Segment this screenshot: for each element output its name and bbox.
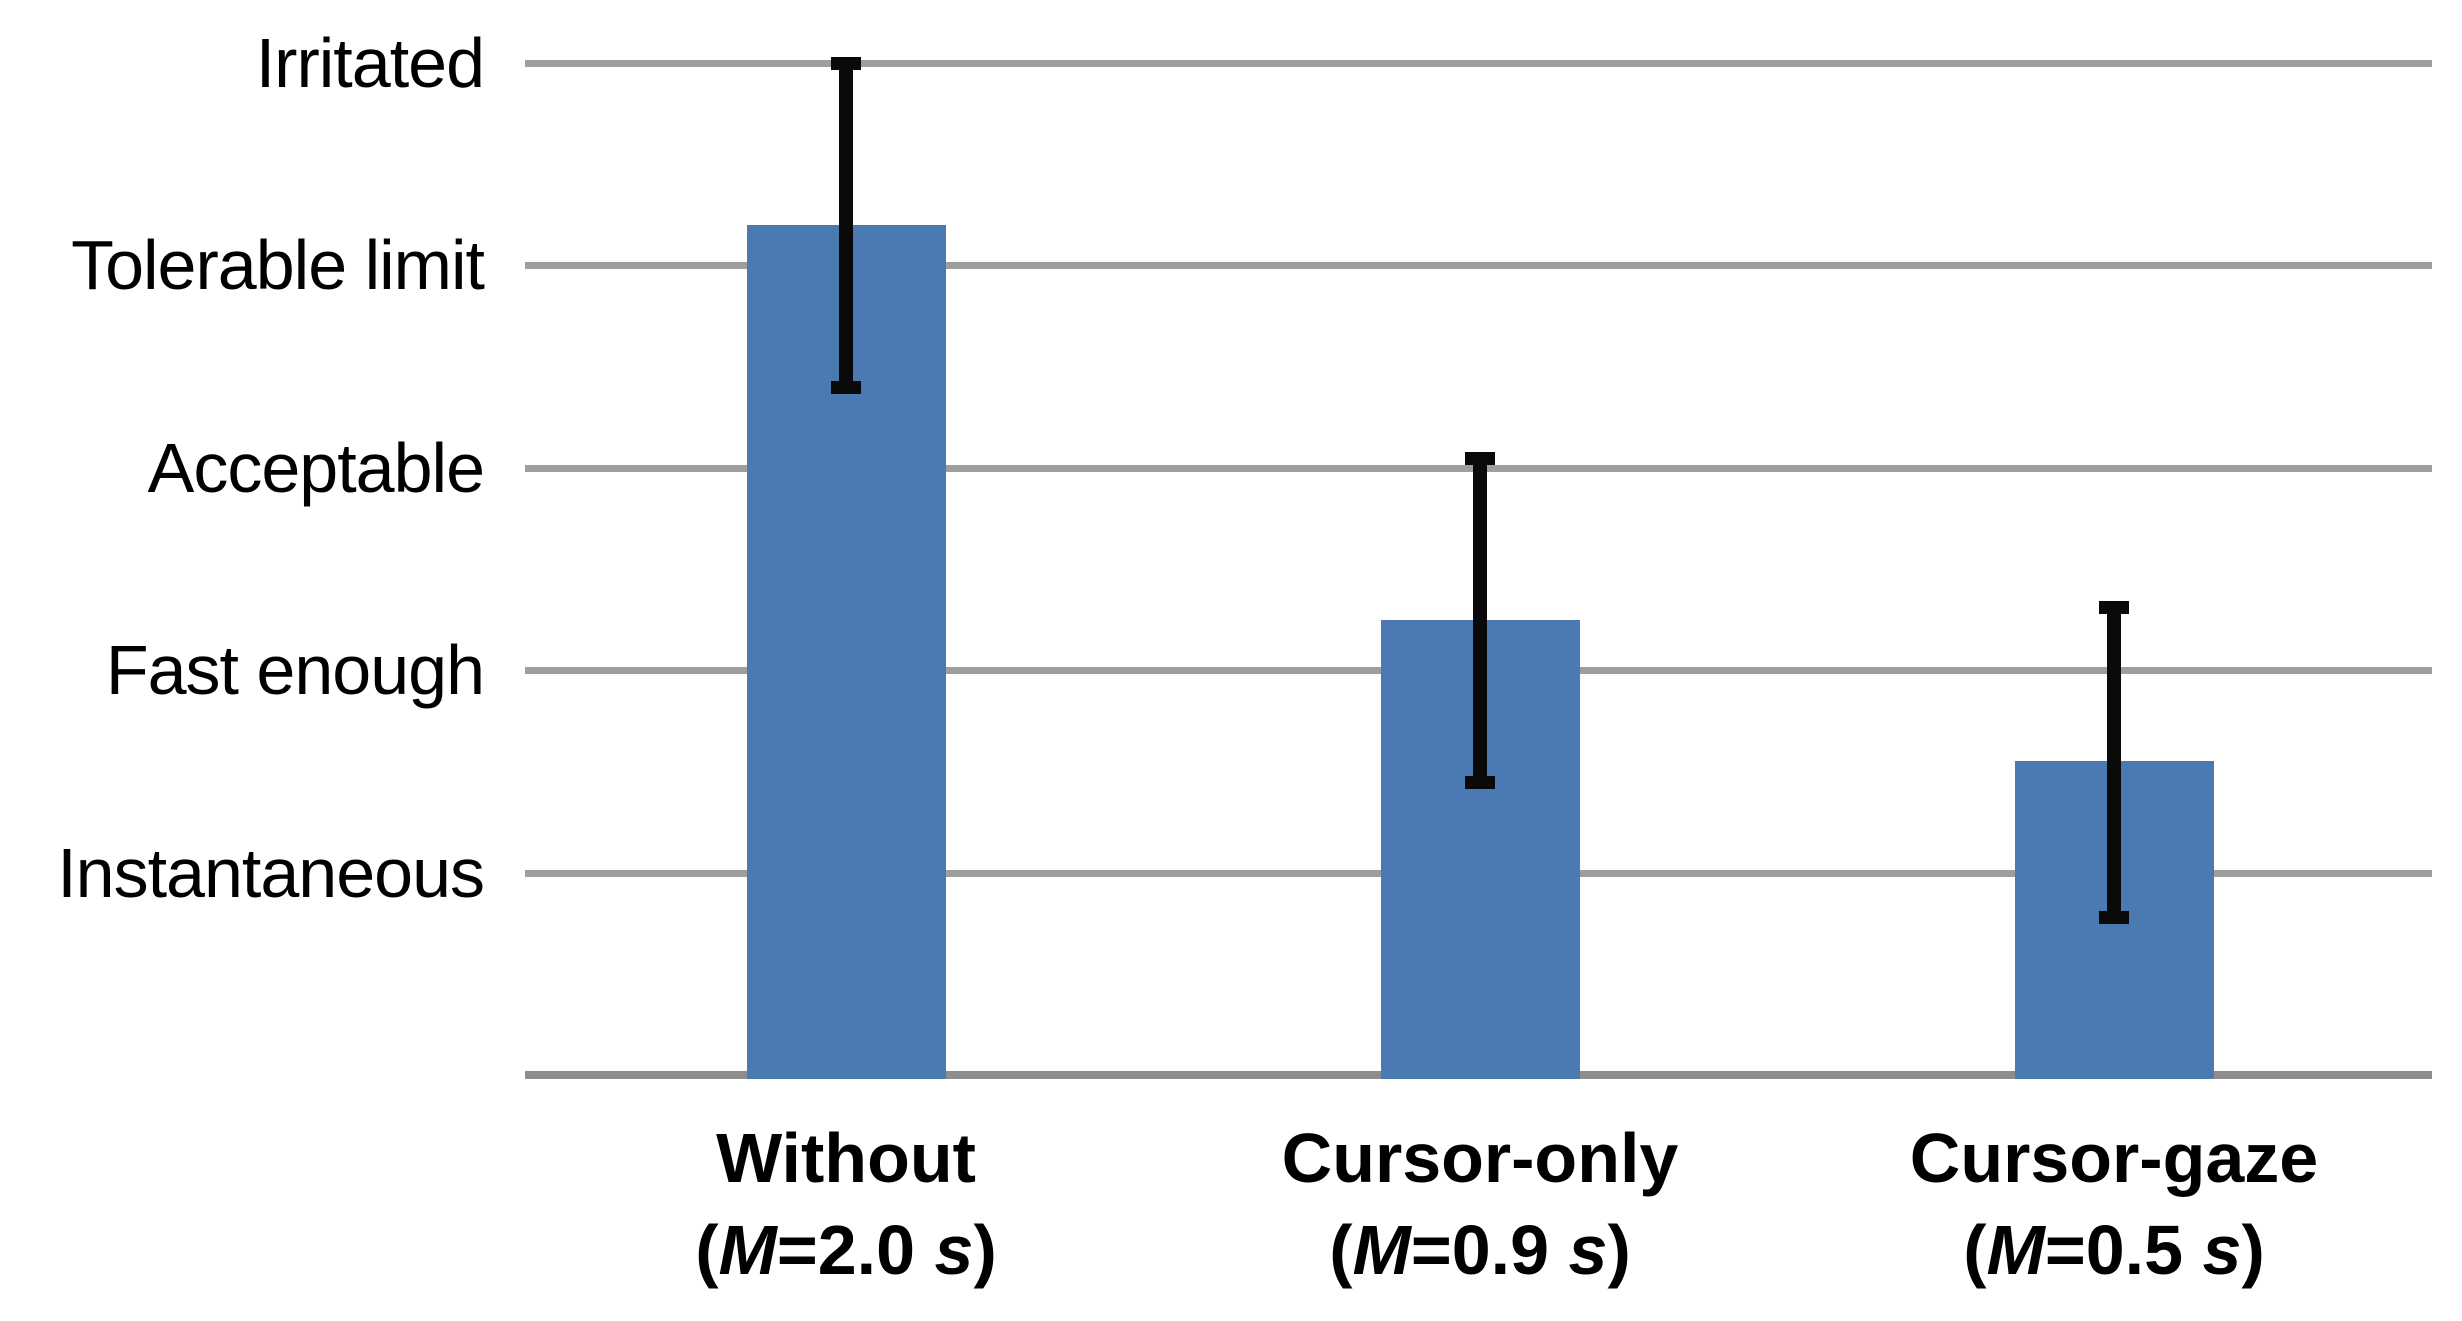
paren-close: ) — [1607, 1211, 1631, 1290]
category-mean-time-cursor-gaze: (M=0.5 s) — [1774, 1204, 2454, 1296]
paren-open: ( — [1963, 1211, 1987, 1290]
y-axis-tick-label-fast-enough: Fast enough — [105, 631, 485, 709]
y-axis-tick-label-irritated: Irritated — [255, 24, 485, 102]
paren-close: ) — [973, 1211, 997, 1290]
gridline-irritated — [525, 60, 2432, 67]
y-axis-tick-label-acceptable: Acceptable — [147, 429, 485, 507]
y-axis-tick-label-instantaneous: Instantaneous — [57, 834, 485, 912]
mean-symbol: M — [1986, 1211, 2045, 1290]
mean-value: =2.0 — [776, 1211, 935, 1290]
y-axis-tick-label-tolerable-limit: Tolerable limit — [71, 226, 485, 304]
error-bar-stem-cursor-gaze — [2107, 607, 2121, 917]
error-bar-bottom-cap-cursor-gaze — [2099, 911, 2129, 924]
error-bar-top-cap-cursor-gaze — [2099, 601, 2129, 614]
category-name-text: Cursor-gaze — [1909, 1119, 2319, 1197]
gridline-tolerable-limit — [525, 262, 2432, 269]
category-mean-time-cursor-only: (M=0.9 s) — [1140, 1204, 1820, 1296]
paren-close: ) — [2241, 1211, 2265, 1290]
mean-symbol: M — [718, 1211, 777, 1290]
error-bar-stem-cursor-only — [1473, 458, 1487, 782]
x-axis-category-label-without: Without (M=2.0 s) — [506, 1112, 1186, 1297]
seconds-unit: s — [934, 1211, 974, 1290]
error-bar-top-cap-cursor-only — [1465, 452, 1495, 465]
x-axis-category-label-cursor-only: Cursor-only (M=0.9 s) — [1140, 1112, 1820, 1297]
mean-symbol: M — [1352, 1211, 1411, 1290]
paren-open: ( — [1329, 1211, 1353, 1290]
category-name-without: Without — [506, 1112, 1186, 1204]
x-axis-category-label-cursor-gaze: Cursor-gaze (M=0.5 s) — [1774, 1112, 2454, 1297]
error-bar-bottom-cap-cursor-only — [1465, 776, 1495, 789]
category-name-text: Without — [716, 1119, 976, 1197]
category-name-text: Cursor-only — [1281, 1119, 1679, 1197]
error-bar-top-cap-without — [831, 57, 861, 70]
error-bar-stem-without — [839, 63, 853, 387]
error-bar-bottom-cap-without — [831, 381, 861, 394]
category-mean-time-without: (M=2.0 s) — [506, 1204, 1186, 1296]
mean-value: =0.9 — [1410, 1211, 1569, 1290]
category-name-cursor-gaze: Cursor-gaze — [1774, 1112, 2454, 1204]
paren-open: ( — [695, 1211, 719, 1290]
category-name-cursor-only: Cursor-only — [1140, 1112, 1820, 1204]
seconds-unit: s — [2202, 1211, 2242, 1290]
seconds-unit: s — [1568, 1211, 1608, 1290]
mean-value: =0.5 — [2044, 1211, 2203, 1290]
